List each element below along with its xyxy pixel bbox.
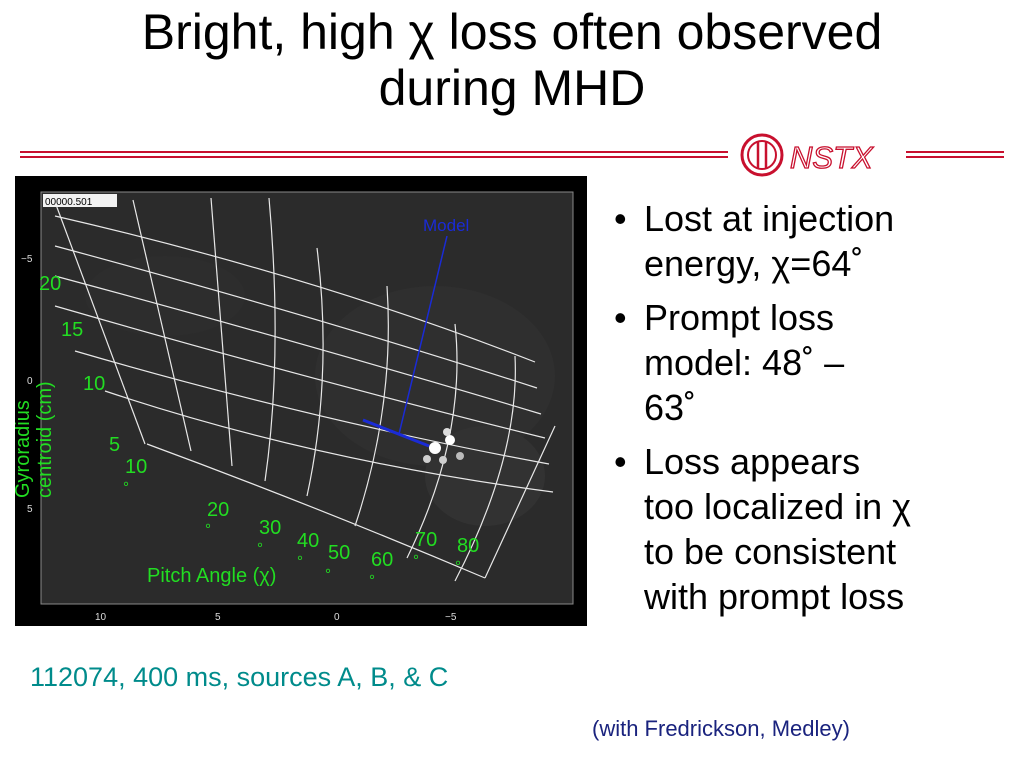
bullet-item: • Loss appears too localized in χ to be …: [604, 439, 1009, 619]
pitch-degree-50: °: [325, 566, 331, 583]
y-tick-labels: −5 0 5: [21, 254, 33, 515]
pitch-label-80: 80: [457, 535, 479, 557]
scintillator-figure: Model 00000.501 20 15 10 5 10 ° 20 ° 30 …: [15, 176, 587, 626]
bullet-line: energy, χ=64˚: [644, 243, 864, 284]
bullet-dot-icon: •: [614, 297, 627, 338]
pitch-degree-30: °: [257, 540, 263, 557]
credit-note: (with Fredrickson, Medley): [592, 716, 850, 741]
bullet-item: • Prompt loss model: 48˚ – 63˚: [604, 295, 1009, 430]
x-tick-5: 5: [215, 612, 221, 623]
pitch-label-70: 70: [415, 529, 437, 551]
x-tick-10: 10: [95, 612, 107, 623]
model-label: Model: [423, 216, 469, 235]
pitch-degree-70: °: [413, 552, 419, 569]
gyro-label-15: 15: [61, 319, 83, 341]
bullet-item: • Lost at injection energy, χ=64˚: [604, 196, 1009, 286]
pitch-label-40: 40: [297, 530, 319, 552]
bullet-line: to be consistent: [644, 531, 897, 572]
pitch-label-10: 10: [125, 456, 147, 478]
pitch-label-60: 60: [371, 549, 393, 571]
bullet-line: Prompt loss: [644, 297, 835, 338]
title-line-1: Bright, high χ loss often observed: [141, 4, 883, 60]
slide-title: Bright, high χ loss often observed durin…: [0, 4, 1024, 116]
y-tick-neg5: −5: [21, 254, 33, 265]
pitch-axis-label: Pitch Angle (χ): [147, 565, 276, 587]
pitch-degree-40: °: [297, 553, 303, 570]
bullet-line: model: 48˚ –: [644, 342, 845, 383]
gyroradius-labels: 20 15 10 5: [39, 273, 120, 456]
frame-label: 00000.501: [45, 197, 93, 208]
nstx-emblem-icon: [740, 133, 784, 177]
pitch-labels: 10 ° 20 ° 30 ° 40 ° 50 ° 60 ° 70 ° 80 °: [123, 456, 479, 589]
nstx-logo-text: NSTX: [790, 140, 874, 175]
bullet-line: 63˚: [644, 387, 697, 428]
pitch-label-20: 20: [207, 499, 229, 521]
gyro-axis-label-line-1: Gyroradius: [15, 400, 34, 498]
bullet-list: • Lost at injection energy, χ=64˚ • Prom…: [604, 196, 1009, 628]
pitch-label-50: 50: [328, 542, 350, 564]
bullet-dot-icon: •: [614, 441, 627, 482]
model-marker: [362, 235, 448, 448]
bullet-line: with prompt loss: [644, 576, 905, 617]
image-texture: [85, 256, 555, 526]
y-tick-5: 5: [27, 504, 33, 515]
figure-caption: 112074, 400 ms, sources A, B, & C: [30, 662, 449, 692]
bullet-line: Loss appears: [644, 441, 861, 482]
gyro-label-5: 5: [109, 434, 120, 456]
x-tick-neg5: −5: [445, 612, 457, 623]
bullet-line: Lost at injection: [644, 198, 895, 239]
title-line-2: during MHD: [378, 60, 646, 116]
gyro-axis-label: Gyroradius centroid (cm): [15, 381, 56, 498]
title-rule-left: [20, 151, 728, 158]
gyroradius-grid: [54, 215, 556, 579]
pitch-degree-20: °: [205, 521, 211, 538]
pitch-degree-80: °: [455, 558, 461, 575]
bullet-dot-icon: •: [614, 198, 627, 239]
x-tick-labels: 10 5 0 −5: [95, 612, 457, 623]
gyro-label-20: 20: [39, 273, 61, 295]
nstx-logo: NSTX: [740, 133, 875, 177]
pitch-label-30: 30: [259, 517, 281, 539]
x-tick-0: 0: [334, 612, 340, 623]
y-tick-0: 0: [27, 376, 33, 387]
loss-spots: [423, 428, 464, 464]
title-rule-right: [906, 151, 1004, 158]
gyro-axis-label-line-2: centroid (cm): [34, 381, 56, 498]
gyro-label-10: 10: [83, 373, 105, 395]
pitch-degree-10: °: [123, 479, 129, 496]
bullet-line: too localized in χ: [644, 486, 912, 527]
pitch-degree-60: °: [369, 572, 375, 589]
